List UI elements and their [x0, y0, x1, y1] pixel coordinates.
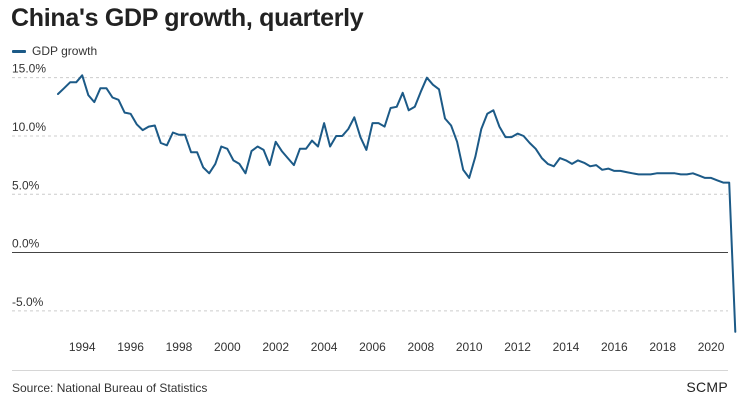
- y-tick-label: -5.0%: [12, 295, 44, 309]
- series-line-gdp-growth: [57, 74, 737, 333]
- footer-divider: [12, 370, 728, 371]
- x-tick-label: 2004: [311, 340, 338, 354]
- gridlines: [12, 77, 728, 312]
- x-tick-label: 1998: [166, 340, 193, 354]
- x-tick-label: 2012: [504, 340, 531, 354]
- series-layer: [57, 74, 737, 333]
- x-tick-label: 2016: [601, 340, 628, 354]
- y-tick-label: 0.0%: [12, 237, 40, 251]
- brand-logo-text: SCMP: [686, 379, 728, 395]
- x-tick-label: 2006: [359, 340, 386, 354]
- x-tick-label: 1994: [69, 340, 96, 354]
- x-axis-tick-labels: 1994 1996 1998 2000 2002 2004 2006 2008 2010 2012…: [69, 340, 725, 354]
- y-axis-tick-labels: 15.0% 10.0% 5.0% 0.0% -5.0%: [12, 62, 46, 309]
- chart-title: China's GDP growth, quarterly: [11, 4, 364, 32]
- source-note: Source: National Bureau of Statistics: [12, 381, 208, 395]
- x-tick-label: 1996: [117, 340, 144, 354]
- x-tick-label: 2002: [262, 340, 289, 354]
- x-tick-label: 2018: [649, 340, 676, 354]
- legend-swatch: [12, 49, 26, 53]
- x-tick-label: 2014: [553, 340, 580, 354]
- x-tick-label: 2000: [214, 340, 241, 354]
- x-tick-label: 2008: [407, 340, 434, 354]
- y-tick-label: 15.0%: [12, 62, 46, 76]
- y-tick-label: 10.0%: [12, 120, 46, 134]
- legend-label: GDP growth: [32, 44, 98, 58]
- x-tick-label: 2010: [456, 340, 483, 354]
- x-tick-label: 2020: [698, 340, 725, 354]
- y-tick-label: 5.0%: [12, 178, 40, 192]
- legend: GDP growth: [12, 44, 97, 58]
